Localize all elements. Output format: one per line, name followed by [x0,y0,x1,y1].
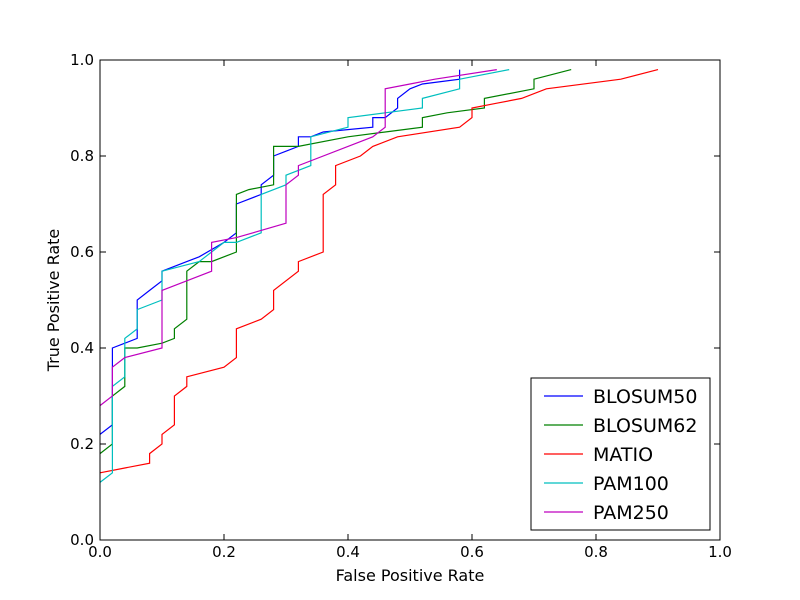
legend-label: BLOSUM50 [593,386,697,408]
series-line-pam250 [99,69,497,407]
y-tick-label: 1.0 [70,51,94,69]
legend-item-matio: MATIO [544,444,653,466]
series-line-blosum62 [99,69,572,455]
legend-item-blosum62: BLOSUM62 [544,415,697,437]
y-tick-label: 0.6 [70,243,94,261]
y-tick-label: 0.8 [70,147,94,165]
x-tick-label: 0.0 [88,543,112,561]
x-tick-label: 0.4 [336,543,360,561]
x-axis-label: False Positive Rate [336,566,485,585]
legend-item-pam100: PAM100 [544,473,669,495]
x-tick-label: 1.0 [708,543,732,561]
series-lines [99,69,659,483]
series-line-pam100 [99,69,510,483]
x-tick-label: 0.2 [212,543,236,561]
y-tick-label: 0.0 [70,531,94,549]
legend: BLOSUM50 BLOSUM62 MATIO PAM100 PAM250 [530,377,711,531]
legend-label: PAM100 [593,473,669,495]
tick-labels: 0.0 0.2 0.4 0.6 0.8 1.0 0.0 0.2 0.4 0.6 0.8 1.0 [70,51,732,561]
y-tick-label: 0.2 [70,435,94,453]
legend-item-pam250: PAM250 [544,502,669,524]
plot-frame [99,59,721,541]
x-tick-label: 0.8 [584,543,608,561]
y-axis-label: True Positive Rate [44,229,63,373]
series-line-matio [99,69,659,474]
legend-label: BLOSUM62 [593,415,697,437]
series-line-blosum50 [99,69,461,435]
y-tick-label: 0.4 [70,339,94,357]
legend-item-blosum50: BLOSUM50 [544,386,697,408]
x-tick-label: 0.6 [460,543,484,561]
legend-label: MATIO [593,444,653,466]
legend-label: PAM250 [593,502,669,524]
